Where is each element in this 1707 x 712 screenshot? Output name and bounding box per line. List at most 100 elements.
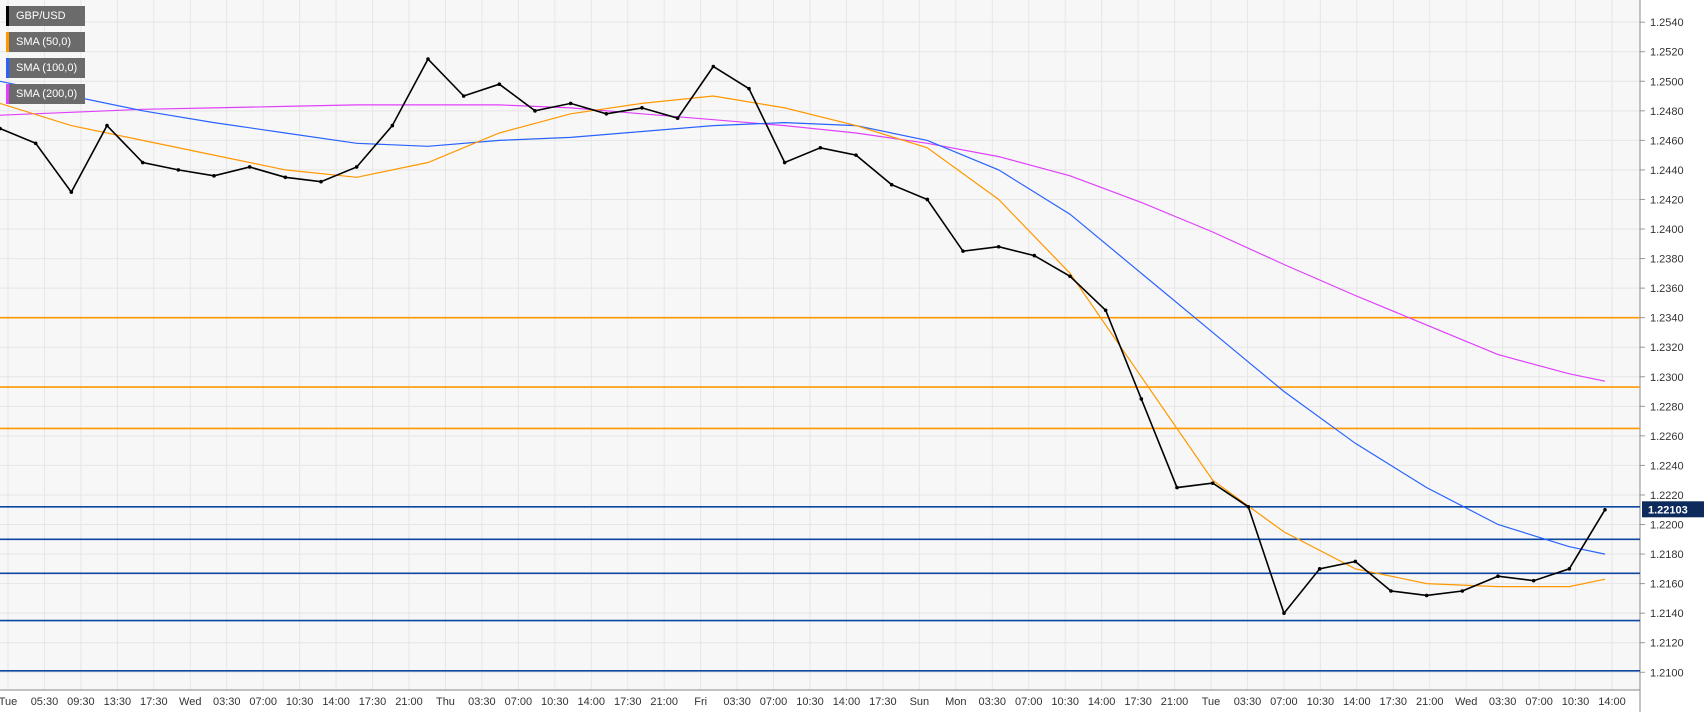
price-point xyxy=(33,141,38,146)
y-tick-label: 1.2460 xyxy=(1650,135,1684,147)
x-tick-label: 21:00 xyxy=(1416,696,1444,708)
legend-label: SMA (50,0) xyxy=(16,36,72,48)
y-tick-label: 1.2340 xyxy=(1650,313,1684,325)
price-point xyxy=(283,175,288,180)
price-point xyxy=(319,179,323,184)
price-point xyxy=(925,197,930,202)
price-point xyxy=(711,64,716,69)
x-tick-label: Fri xyxy=(694,696,707,708)
price-point xyxy=(1175,485,1179,490)
x-tick-label: 07:00 xyxy=(1270,696,1298,708)
price-point xyxy=(747,86,751,91)
series-line xyxy=(0,104,1606,382)
x-tick-label: 14:00 xyxy=(1598,696,1626,708)
price-point xyxy=(640,106,644,110)
price-point xyxy=(1032,253,1037,258)
legend-item-sma100[interactable]: SMA (100,0) xyxy=(6,58,86,78)
legend-label: SMA (100,0) xyxy=(16,62,78,74)
legend-item-sma200[interactable]: SMA (200,0) xyxy=(6,84,86,104)
x-tick-label: 03:30 xyxy=(468,696,496,708)
x-tick-label: 21:00 xyxy=(650,696,678,708)
x-tick-label: 09:30 xyxy=(67,696,95,708)
price-point xyxy=(1496,574,1500,579)
price-point xyxy=(1246,504,1251,509)
x-tick-label: Mon xyxy=(945,696,966,708)
price-point xyxy=(996,244,1001,249)
price-point xyxy=(461,94,466,98)
x-tick-label: 14:00 xyxy=(1088,696,1116,708)
y-tick-label: 1.2200 xyxy=(1650,520,1684,532)
x-tick-label: 14:00 xyxy=(1343,696,1371,708)
y-tick-label: 1.2220 xyxy=(1650,490,1684,502)
legend-item-price[interactable]: GBP/USD xyxy=(6,6,86,26)
price-point xyxy=(889,182,894,187)
price-point xyxy=(1424,593,1429,598)
y-tick-label: 1.2440 xyxy=(1650,165,1684,177)
price-point xyxy=(247,165,252,169)
x-tick-label: 10:30 xyxy=(796,696,824,708)
legend-swatch xyxy=(6,58,9,78)
price-point xyxy=(105,123,109,128)
x-tick-label: 03:30 xyxy=(213,696,241,708)
x-tick-label: 14:00 xyxy=(322,696,350,708)
price-point xyxy=(1139,397,1144,401)
y-tick-label: 1.2420 xyxy=(1650,194,1684,206)
x-tick-label: 14:00 xyxy=(833,696,861,708)
price-point xyxy=(1603,507,1607,512)
x-tick-label: 17:30 xyxy=(359,696,387,708)
y-tick-label: 1.2260 xyxy=(1650,431,1684,443)
legend: GBP/USD SMA (50,0) SMA (100,0) SMA (200,… xyxy=(6,6,86,110)
y-tick-label: 1.2300 xyxy=(1650,372,1684,384)
y-tick-label: 1.2280 xyxy=(1650,401,1684,413)
x-tick-label: Sun xyxy=(910,696,930,708)
x-tick-label: 10:30 xyxy=(1562,696,1590,708)
x-tick-label: 13:30 xyxy=(104,696,132,708)
price-point xyxy=(568,101,573,106)
y-tick-label: 1.2480 xyxy=(1650,106,1684,118)
price-point xyxy=(1389,589,1393,593)
x-tick-label: 10:30 xyxy=(1051,696,1079,708)
y-tick-label: 1.2520 xyxy=(1650,47,1684,59)
legend-swatch xyxy=(6,32,9,52)
y-tick-label: 1.2140 xyxy=(1650,608,1684,620)
price-point xyxy=(212,174,216,178)
x-tick-label: Wed xyxy=(179,696,201,708)
price-point xyxy=(1210,481,1215,485)
y-tick-label: 1.2100 xyxy=(1650,667,1684,679)
price-point xyxy=(604,111,609,116)
x-tick-label: 21:00 xyxy=(395,696,423,708)
y-tick-label: 1.2500 xyxy=(1650,76,1684,88)
legend-item-sma50[interactable]: SMA (50,0) xyxy=(6,32,86,52)
x-tick-label: 17:30 xyxy=(614,696,642,708)
price-point xyxy=(854,153,858,157)
current-price-label: 1.22103 xyxy=(1648,504,1688,516)
y-tick-label: 1.2120 xyxy=(1650,638,1684,650)
y-tick-label: 1.2360 xyxy=(1650,283,1684,295)
x-tick-label: 03:30 xyxy=(1489,696,1517,708)
price-point xyxy=(0,126,2,131)
series-line xyxy=(0,80,1606,555)
x-tick-label: 07:00 xyxy=(1015,696,1043,708)
price-point xyxy=(1068,274,1072,279)
x-tick-label: 07:00 xyxy=(760,696,788,708)
price-point xyxy=(1460,589,1465,593)
price-point xyxy=(782,160,787,165)
price-point xyxy=(1567,567,1572,571)
current-price-badge xyxy=(1642,501,1704,518)
price-point xyxy=(1353,559,1358,564)
price-point xyxy=(497,82,502,87)
legend-swatch xyxy=(6,6,9,26)
legend-label: SMA (200,0) xyxy=(16,88,78,100)
y-tick-label: 1.2240 xyxy=(1650,460,1684,472)
price-point xyxy=(176,168,181,172)
y-tick-label: 1.2380 xyxy=(1650,254,1684,266)
price-axis-panel xyxy=(1640,0,1707,712)
price-point xyxy=(533,109,537,113)
x-tick-label: Tue xyxy=(0,696,17,708)
price-point xyxy=(1282,611,1286,615)
price-point xyxy=(1531,578,1536,583)
price-point xyxy=(390,123,395,128)
x-tick-label: 05:30 xyxy=(31,696,59,708)
x-tick-label: 17:30 xyxy=(1124,696,1152,708)
